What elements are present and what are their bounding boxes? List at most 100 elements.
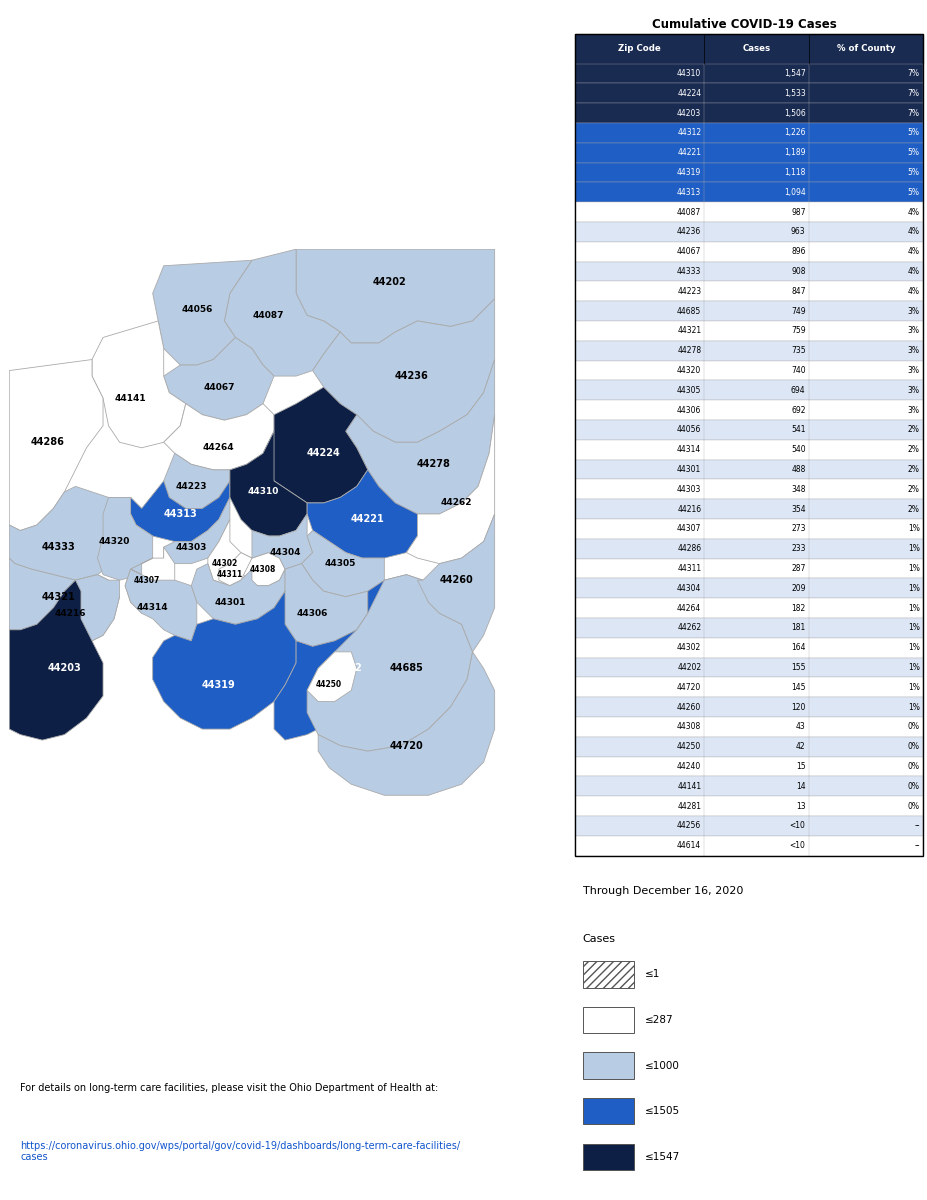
Bar xyxy=(576,658,923,677)
Text: 963: 963 xyxy=(791,228,806,236)
Polygon shape xyxy=(9,360,103,530)
Text: 44286: 44286 xyxy=(31,437,65,448)
Text: 1%: 1% xyxy=(908,662,920,672)
Text: --: -- xyxy=(914,822,920,830)
Bar xyxy=(576,301,923,322)
Text: 896: 896 xyxy=(791,247,806,257)
Bar xyxy=(576,242,923,262)
Polygon shape xyxy=(164,403,274,470)
Polygon shape xyxy=(318,652,495,796)
Polygon shape xyxy=(125,558,197,641)
Text: 1%: 1% xyxy=(908,604,920,613)
Text: Cumulative COVID-19 Cases: Cumulative COVID-19 Cases xyxy=(652,18,836,31)
Text: 44310: 44310 xyxy=(248,487,279,497)
Text: % of County: % of County xyxy=(837,44,895,53)
Text: 44310: 44310 xyxy=(677,68,701,78)
Text: 44260: 44260 xyxy=(677,703,701,712)
Text: 13: 13 xyxy=(796,802,806,811)
Text: 3%: 3% xyxy=(908,366,920,374)
Text: 44305: 44305 xyxy=(677,386,701,395)
Polygon shape xyxy=(252,514,312,569)
Text: <10: <10 xyxy=(790,822,806,830)
Bar xyxy=(576,520,923,539)
Text: 7%: 7% xyxy=(908,89,920,98)
Text: 847: 847 xyxy=(791,287,806,296)
Text: 44302: 44302 xyxy=(677,643,701,653)
Text: 44720: 44720 xyxy=(389,740,424,751)
Text: 44333: 44333 xyxy=(42,542,76,552)
Polygon shape xyxy=(307,470,417,558)
Bar xyxy=(576,34,923,856)
Polygon shape xyxy=(224,250,340,376)
Text: 44312: 44312 xyxy=(329,664,362,673)
Text: 44308: 44308 xyxy=(249,565,276,574)
Bar xyxy=(576,718,923,737)
Text: 155: 155 xyxy=(791,662,806,672)
Text: 182: 182 xyxy=(792,604,806,613)
Text: 181: 181 xyxy=(792,624,806,632)
Text: 44067: 44067 xyxy=(203,383,235,391)
Bar xyxy=(576,797,923,816)
Bar xyxy=(576,637,923,658)
Text: 44304: 44304 xyxy=(270,548,300,557)
Text: 44216: 44216 xyxy=(54,608,85,618)
Polygon shape xyxy=(230,431,307,536)
Polygon shape xyxy=(274,575,428,740)
Polygon shape xyxy=(219,552,252,586)
Text: 0%: 0% xyxy=(908,762,920,772)
Text: 44286: 44286 xyxy=(677,545,701,553)
Text: 5%: 5% xyxy=(908,188,920,197)
Bar xyxy=(576,361,923,380)
Polygon shape xyxy=(164,498,230,564)
Bar xyxy=(576,163,923,182)
Text: 44224: 44224 xyxy=(307,449,340,458)
Text: 488: 488 xyxy=(792,466,806,474)
Bar xyxy=(576,282,923,301)
Bar xyxy=(576,816,923,836)
Polygon shape xyxy=(301,530,385,596)
Text: 1,547: 1,547 xyxy=(784,68,806,78)
Text: --: -- xyxy=(914,841,920,851)
Text: 2%: 2% xyxy=(908,445,920,454)
Bar xyxy=(583,1052,634,1079)
Polygon shape xyxy=(164,454,230,509)
Text: 15: 15 xyxy=(796,762,806,772)
Bar xyxy=(576,143,923,163)
Text: 44314: 44314 xyxy=(137,604,169,612)
Text: 44614: 44614 xyxy=(677,841,701,851)
Text: 44306: 44306 xyxy=(677,406,701,415)
Text: 1,226: 1,226 xyxy=(784,128,806,138)
Bar xyxy=(576,539,923,559)
Text: 44302: 44302 xyxy=(211,559,237,568)
Text: 44321: 44321 xyxy=(42,592,76,601)
Text: 44221: 44221 xyxy=(351,515,385,524)
Text: 4%: 4% xyxy=(908,287,920,296)
Text: 44314: 44314 xyxy=(677,445,701,454)
Text: 44141: 44141 xyxy=(677,782,701,791)
Polygon shape xyxy=(92,320,185,448)
Text: 1,533: 1,533 xyxy=(784,89,806,98)
Text: 2%: 2% xyxy=(908,485,920,494)
Text: 273: 273 xyxy=(791,524,806,533)
Text: 44312: 44312 xyxy=(677,128,701,138)
Polygon shape xyxy=(307,575,473,751)
Text: 1%: 1% xyxy=(908,564,920,574)
Text: 44203: 44203 xyxy=(677,109,701,118)
Polygon shape xyxy=(296,250,495,343)
Text: 0%: 0% xyxy=(908,782,920,791)
Text: 3%: 3% xyxy=(908,326,920,336)
Bar xyxy=(576,440,923,460)
Text: ≤1000: ≤1000 xyxy=(645,1061,679,1070)
Text: 44236: 44236 xyxy=(395,371,429,382)
Text: 209: 209 xyxy=(791,584,806,593)
Text: 44202: 44202 xyxy=(677,662,701,672)
Text: 1%: 1% xyxy=(908,643,920,653)
Text: 44250: 44250 xyxy=(677,742,701,751)
Text: 287: 287 xyxy=(792,564,806,574)
Polygon shape xyxy=(191,564,286,624)
Text: 5%: 5% xyxy=(908,168,920,176)
Text: 44320: 44320 xyxy=(98,538,130,546)
Bar xyxy=(576,578,923,599)
Text: 354: 354 xyxy=(791,505,806,514)
Text: 3%: 3% xyxy=(908,406,920,415)
